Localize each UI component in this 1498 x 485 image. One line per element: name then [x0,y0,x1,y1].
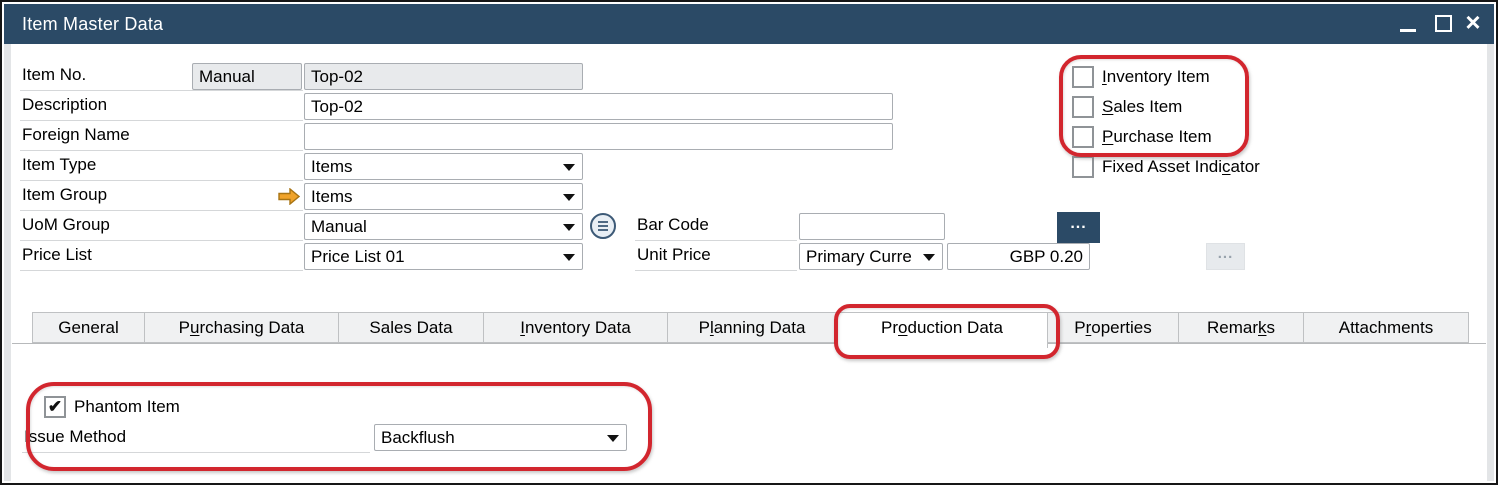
price-list-value: Price List 01 [311,247,405,266]
tab-baseline [12,343,1486,344]
description-field[interactable]: Top-02 [304,93,893,120]
row-divider [635,270,797,271]
fixed-asset-indicator-label: Fixed Asset Indicator [1102,157,1260,176]
tab-planning-data[interactable]: Planning Data [668,312,837,343]
row-divider [635,240,797,241]
maximize-icon[interactable] [1435,15,1452,32]
row-divider [20,180,303,181]
issue-method-dropdown[interactable]: Backflush [374,424,627,451]
issue-method-value: Backflush [381,428,455,447]
tab-remarks[interactable]: Remarks [1179,312,1304,343]
foreign-name-field[interactable] [304,123,893,150]
price-list-label: Price List [22,245,92,264]
minimize-icon[interactable] [1400,29,1416,32]
window-left-edge [4,44,11,481]
unit-price-currency-value: Primary Curre [806,247,912,266]
link-arrow-icon[interactable] [278,187,301,210]
fixed-asset-indicator-checkbox[interactable] [1072,156,1094,178]
item-type-label: Item Type [22,155,97,174]
title-bar: Item Master Data [4,4,1494,44]
purchase-item-checkbox[interactable] [1072,126,1094,148]
tab-attachments[interactable]: Attachments [1304,312,1469,343]
purchase-item-label: Purchase Item [1102,127,1212,146]
item-group-value: Items [311,187,353,206]
item-no-mode-field[interactable]: Manual [192,63,302,90]
tab-inventory-data[interactable]: Inventory Data [484,312,668,343]
bar-code-browse-button[interactable]: ... [1057,212,1100,243]
tab-bar: General Purchasing Data Sales Data Inven… [32,312,1469,348]
uom-group-dropdown[interactable]: Manual [304,213,583,240]
uom-group-value: Manual [311,217,367,236]
close-icon[interactable]: × [1465,7,1481,37]
row-divider [22,452,370,453]
row-divider [20,120,303,121]
row-divider [20,270,303,271]
bar-code-field[interactable] [799,213,945,240]
chevron-down-icon [563,194,575,201]
chevron-down-icon [563,164,575,171]
unit-price-label: Unit Price [637,245,711,264]
item-no-field[interactable]: Top-02 [304,63,583,90]
foreign-name-label: Foreign Name [22,125,130,144]
price-list-dropdown[interactable]: Price List 01 [304,243,583,270]
bar-code-label: Bar Code [637,215,709,234]
sales-item-checkbox[interactable] [1072,96,1094,118]
phantom-item-label: Phantom Item [74,397,180,416]
uom-list-icon[interactable] [589,212,617,245]
window-right-edge [1487,44,1494,481]
tab-general[interactable]: General [32,312,145,343]
tab-properties[interactable]: Properties [1048,312,1179,343]
unit-price-currency-dropdown[interactable]: Primary Curre [799,243,943,270]
item-no-label: Item No. [22,65,87,84]
row-divider [20,210,303,211]
item-group-dropdown[interactable]: Items [304,183,583,210]
chevron-down-icon [607,435,619,442]
inventory-item-label: Inventory Item [1102,67,1210,86]
row-divider [20,240,303,241]
chevron-down-icon [563,254,575,261]
tab-production-data[interactable]: Production Data [837,312,1048,348]
item-type-dropdown[interactable]: Items [304,153,583,180]
description-label: Description [22,95,108,114]
uom-group-label: UoM Group [22,215,110,234]
item-group-label: Item Group [22,185,108,204]
sales-item-label: Sales Item [1102,97,1183,116]
tab-sales-data[interactable]: Sales Data [339,312,484,343]
tab-purchasing-data[interactable]: Purchasing Data [145,312,339,343]
window-title: Item Master Data [22,14,164,34]
unit-price-more-button[interactable]: ... [1206,243,1245,270]
phantom-item-checkbox[interactable]: ✔ [44,396,66,418]
chevron-down-icon [563,224,575,231]
chevron-down-icon [923,254,935,261]
inventory-item-checkbox[interactable] [1072,66,1094,88]
row-divider [20,150,303,151]
item-type-value: Items [311,157,353,176]
issue-method-label: Issue Method [24,427,127,446]
unit-price-field[interactable]: GBP 0.20 [947,243,1090,270]
row-divider [20,90,303,91]
